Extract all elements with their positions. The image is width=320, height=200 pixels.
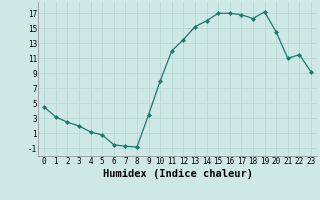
X-axis label: Humidex (Indice chaleur): Humidex (Indice chaleur) (103, 169, 252, 179)
